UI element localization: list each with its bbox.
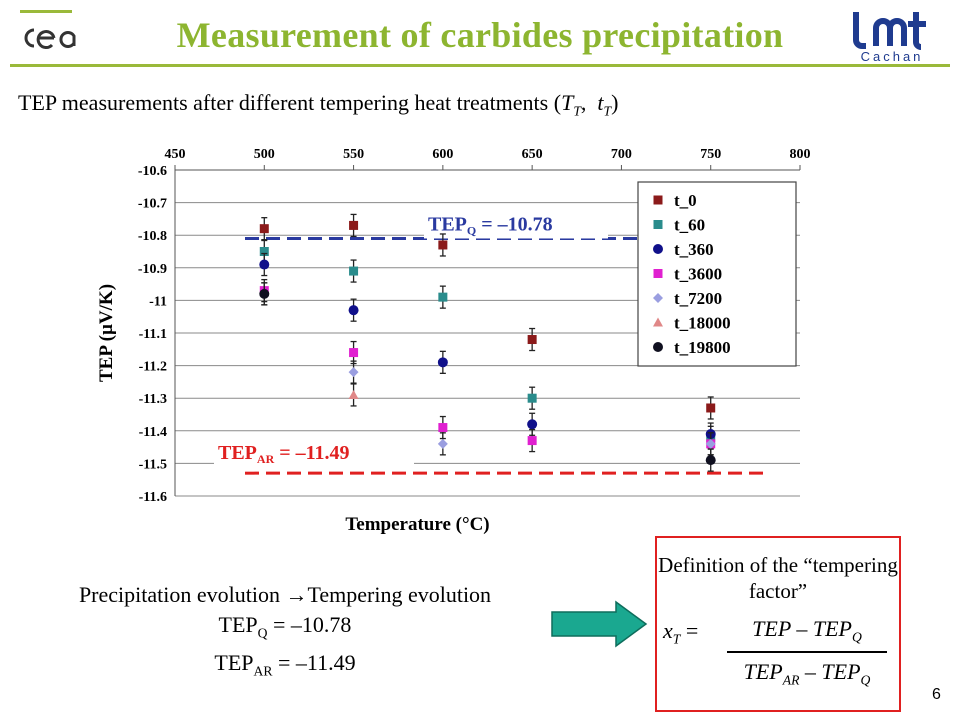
data-point [259, 224, 269, 234]
summary-line-1: Precipitation evolution →Tempering evolu… [30, 580, 540, 610]
cea-logo-mark [24, 28, 76, 50]
slide-title: Measurement of carbides precipitation [176, 15, 784, 55]
legend-label: t_60 [674, 216, 705, 235]
legend-box [637, 181, 797, 367]
x-axis-label: Temperature (°C) [345, 514, 489, 535]
legend-label: t_3600 [674, 265, 722, 284]
subtitle: TEP measurements after different temperi… [18, 90, 618, 119]
data-point [527, 335, 537, 345]
data-point [527, 436, 537, 446]
formula-numerator: TEP – TEPQ [752, 616, 862, 645]
data-point [653, 244, 663, 254]
data-point [348, 367, 359, 378]
legend-label: t_0 [674, 191, 697, 210]
lmt-logo: Cachan [836, 6, 948, 64]
subtitle-var-time: tT [597, 90, 612, 119]
y-tick-label: -11.3 [139, 392, 167, 407]
data-point [706, 403, 716, 413]
formula-fraction: TEP – TEPQ TEPAR – TEPQ [727, 616, 887, 688]
title-rule [10, 64, 950, 67]
y-tick-label: -10.8 [138, 229, 167, 244]
y-axis-label: TEP (µV/K) [96, 284, 117, 382]
x-tick-label: 700 [611, 147, 632, 162]
x-tick-label: 800 [790, 147, 811, 162]
summary-tempering: Tempering evolution [307, 582, 492, 607]
x-tick-label: 650 [522, 147, 543, 162]
subtitle-var-temperature: TT [561, 90, 581, 119]
data-point [259, 247, 269, 256]
reference-label: TEPQ = –10.78 [428, 213, 553, 237]
subtitle-suffix: ) [611, 90, 619, 115]
data-point [349, 220, 359, 230]
y-tick-label: -10.9 [138, 262, 167, 277]
x-tick-label: 500 [254, 147, 275, 162]
summary-tepq: TEPQ = –10.78 [218, 612, 352, 641]
y-tick-label: -11.1 [139, 327, 167, 342]
y-tick-label: -11.6 [139, 490, 167, 505]
formula-denominator: TEPAR – TEPQ [743, 658, 871, 688]
subtitle-sep: , [580, 90, 598, 115]
x-tick-label: 450 [165, 147, 186, 162]
summary-tepar: TEPAR = –11.49 [214, 650, 356, 679]
data-point [438, 240, 448, 250]
y-tick-label: -11.5 [139, 457, 167, 472]
legend-label: t_7200 [674, 289, 722, 308]
right-arrow-icon: → [285, 582, 308, 607]
legend-label: t_18000 [674, 314, 731, 333]
y-tick-label: -10.7 [138, 197, 167, 212]
tempering-summary: Precipitation evolution →Tempering evolu… [30, 580, 540, 687]
subtitle-prefix: TEP measurements after different temperi… [18, 90, 562, 115]
data-point [527, 393, 537, 403]
x-tick-label: 550 [343, 147, 364, 162]
reference-label-bg [424, 208, 608, 239]
reference-label: TEPAR = –11.49 [218, 442, 350, 466]
cea-logo [14, 10, 86, 56]
data-point [653, 317, 663, 327]
definition-box: Definition of the “tempering factor” xT … [655, 536, 901, 712]
data-point [653, 195, 663, 205]
lmt-logo-subtext: Cachan [861, 49, 924, 64]
x-tick-label: 750 [700, 147, 721, 162]
data-point [259, 288, 270, 299]
page-number: 6 [932, 686, 941, 703]
legend-label: t_19800 [674, 338, 731, 357]
y-tick-label: -11.4 [139, 425, 167, 440]
y-tick-label: -10.6 [138, 164, 167, 179]
formula-lhs: xT = [663, 618, 699, 647]
tep-scatter-chart: -10.6 -10.7 -10.8 -10.9 -11 -11.1 -11.2 -11.3 -1… [96, 147, 811, 535]
data-point [705, 455, 716, 466]
data-point [437, 438, 448, 449]
summary-precipitation: Precipitation evolution [78, 582, 286, 607]
reference-label-bg [214, 437, 414, 468]
data-point [438, 292, 448, 302]
data-point [348, 305, 359, 316]
data-point [527, 419, 538, 430]
x-tick-label: 600 [432, 147, 453, 162]
data-point [705, 438, 716, 449]
y-tick-label: -11 [149, 294, 167, 309]
data-point [653, 342, 663, 352]
legend-label: t_360 [674, 240, 714, 259]
definition-title: Definition of the “tempering factor” [658, 553, 898, 603]
data-point [259, 259, 270, 270]
data-point [653, 293, 663, 303]
data-point [438, 423, 448, 433]
y-tick-label: -11.2 [139, 360, 167, 375]
lmt-logo-mark: Cachan [853, 12, 926, 64]
data-point [653, 220, 663, 229]
fraction-bar [727, 651, 887, 653]
block-arrow-icon [551, 600, 648, 648]
data-point [348, 389, 359, 399]
data-point [349, 348, 359, 358]
data-point [653, 269, 663, 278]
data-point [349, 266, 359, 276]
data-point [437, 357, 448, 368]
cea-logo-bar [20, 10, 72, 13]
